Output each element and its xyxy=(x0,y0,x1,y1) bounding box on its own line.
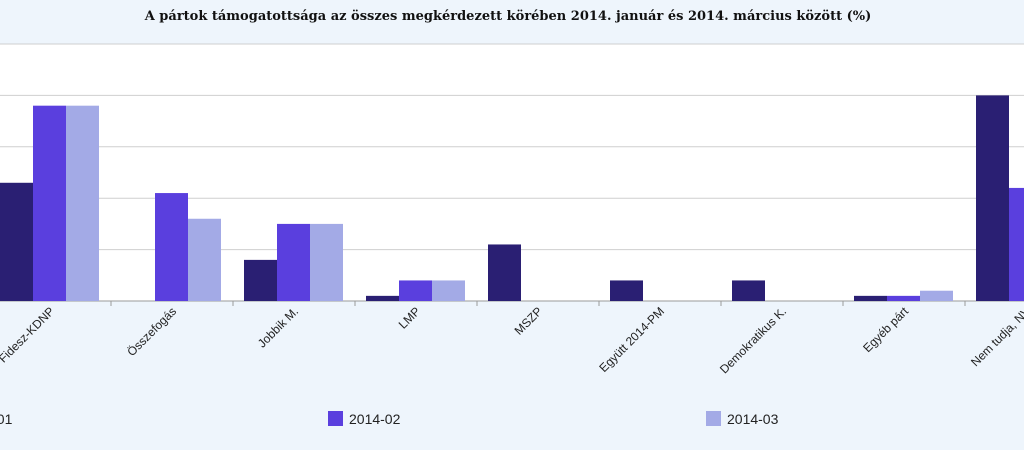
legend-label: 2014-02 xyxy=(349,411,401,427)
bar xyxy=(366,295,399,301)
legend-swatch xyxy=(706,411,721,426)
bar xyxy=(920,290,953,301)
bar xyxy=(66,105,99,302)
legend-swatch xyxy=(328,411,343,426)
category-label: Jobbik M. xyxy=(255,304,301,350)
bars xyxy=(0,95,1024,302)
bar xyxy=(976,95,1009,302)
bar xyxy=(732,280,765,301)
category-label: MSZP xyxy=(512,304,545,337)
category-label: Egyéb párt xyxy=(860,304,911,355)
bar xyxy=(854,295,887,301)
category-label: Együtt 2014-PM xyxy=(596,304,667,375)
category-label: Összefogás xyxy=(124,304,179,359)
bar xyxy=(155,193,188,301)
category-labels: Fidesz-KDNP Összefogás Jobbik M. LMP MSZP Egy… xyxy=(0,304,1024,377)
bar xyxy=(488,244,521,301)
category-label: Nem tudja, NV xyxy=(968,304,1024,369)
chart-title: A pártok támogatottsága az összes megkér… xyxy=(144,9,872,24)
bar xyxy=(244,259,277,301)
category-label: Fidesz-KDNP xyxy=(0,304,57,365)
bar xyxy=(432,280,465,301)
bar xyxy=(1009,187,1024,301)
bar xyxy=(277,223,310,301)
bar xyxy=(399,280,432,301)
legend-label: 2014-01 xyxy=(0,411,13,427)
bar xyxy=(0,182,33,301)
bar xyxy=(310,223,343,301)
bar xyxy=(33,105,66,302)
bar xyxy=(610,280,643,301)
bar xyxy=(887,295,920,301)
bar xyxy=(188,218,221,301)
category-label: Demokratikus K. xyxy=(717,304,789,376)
legend-label: 2014-03 xyxy=(727,411,779,427)
legend: 2014-01 2014-02 2014-03 xyxy=(0,411,779,427)
category-label: LMP xyxy=(396,304,423,331)
